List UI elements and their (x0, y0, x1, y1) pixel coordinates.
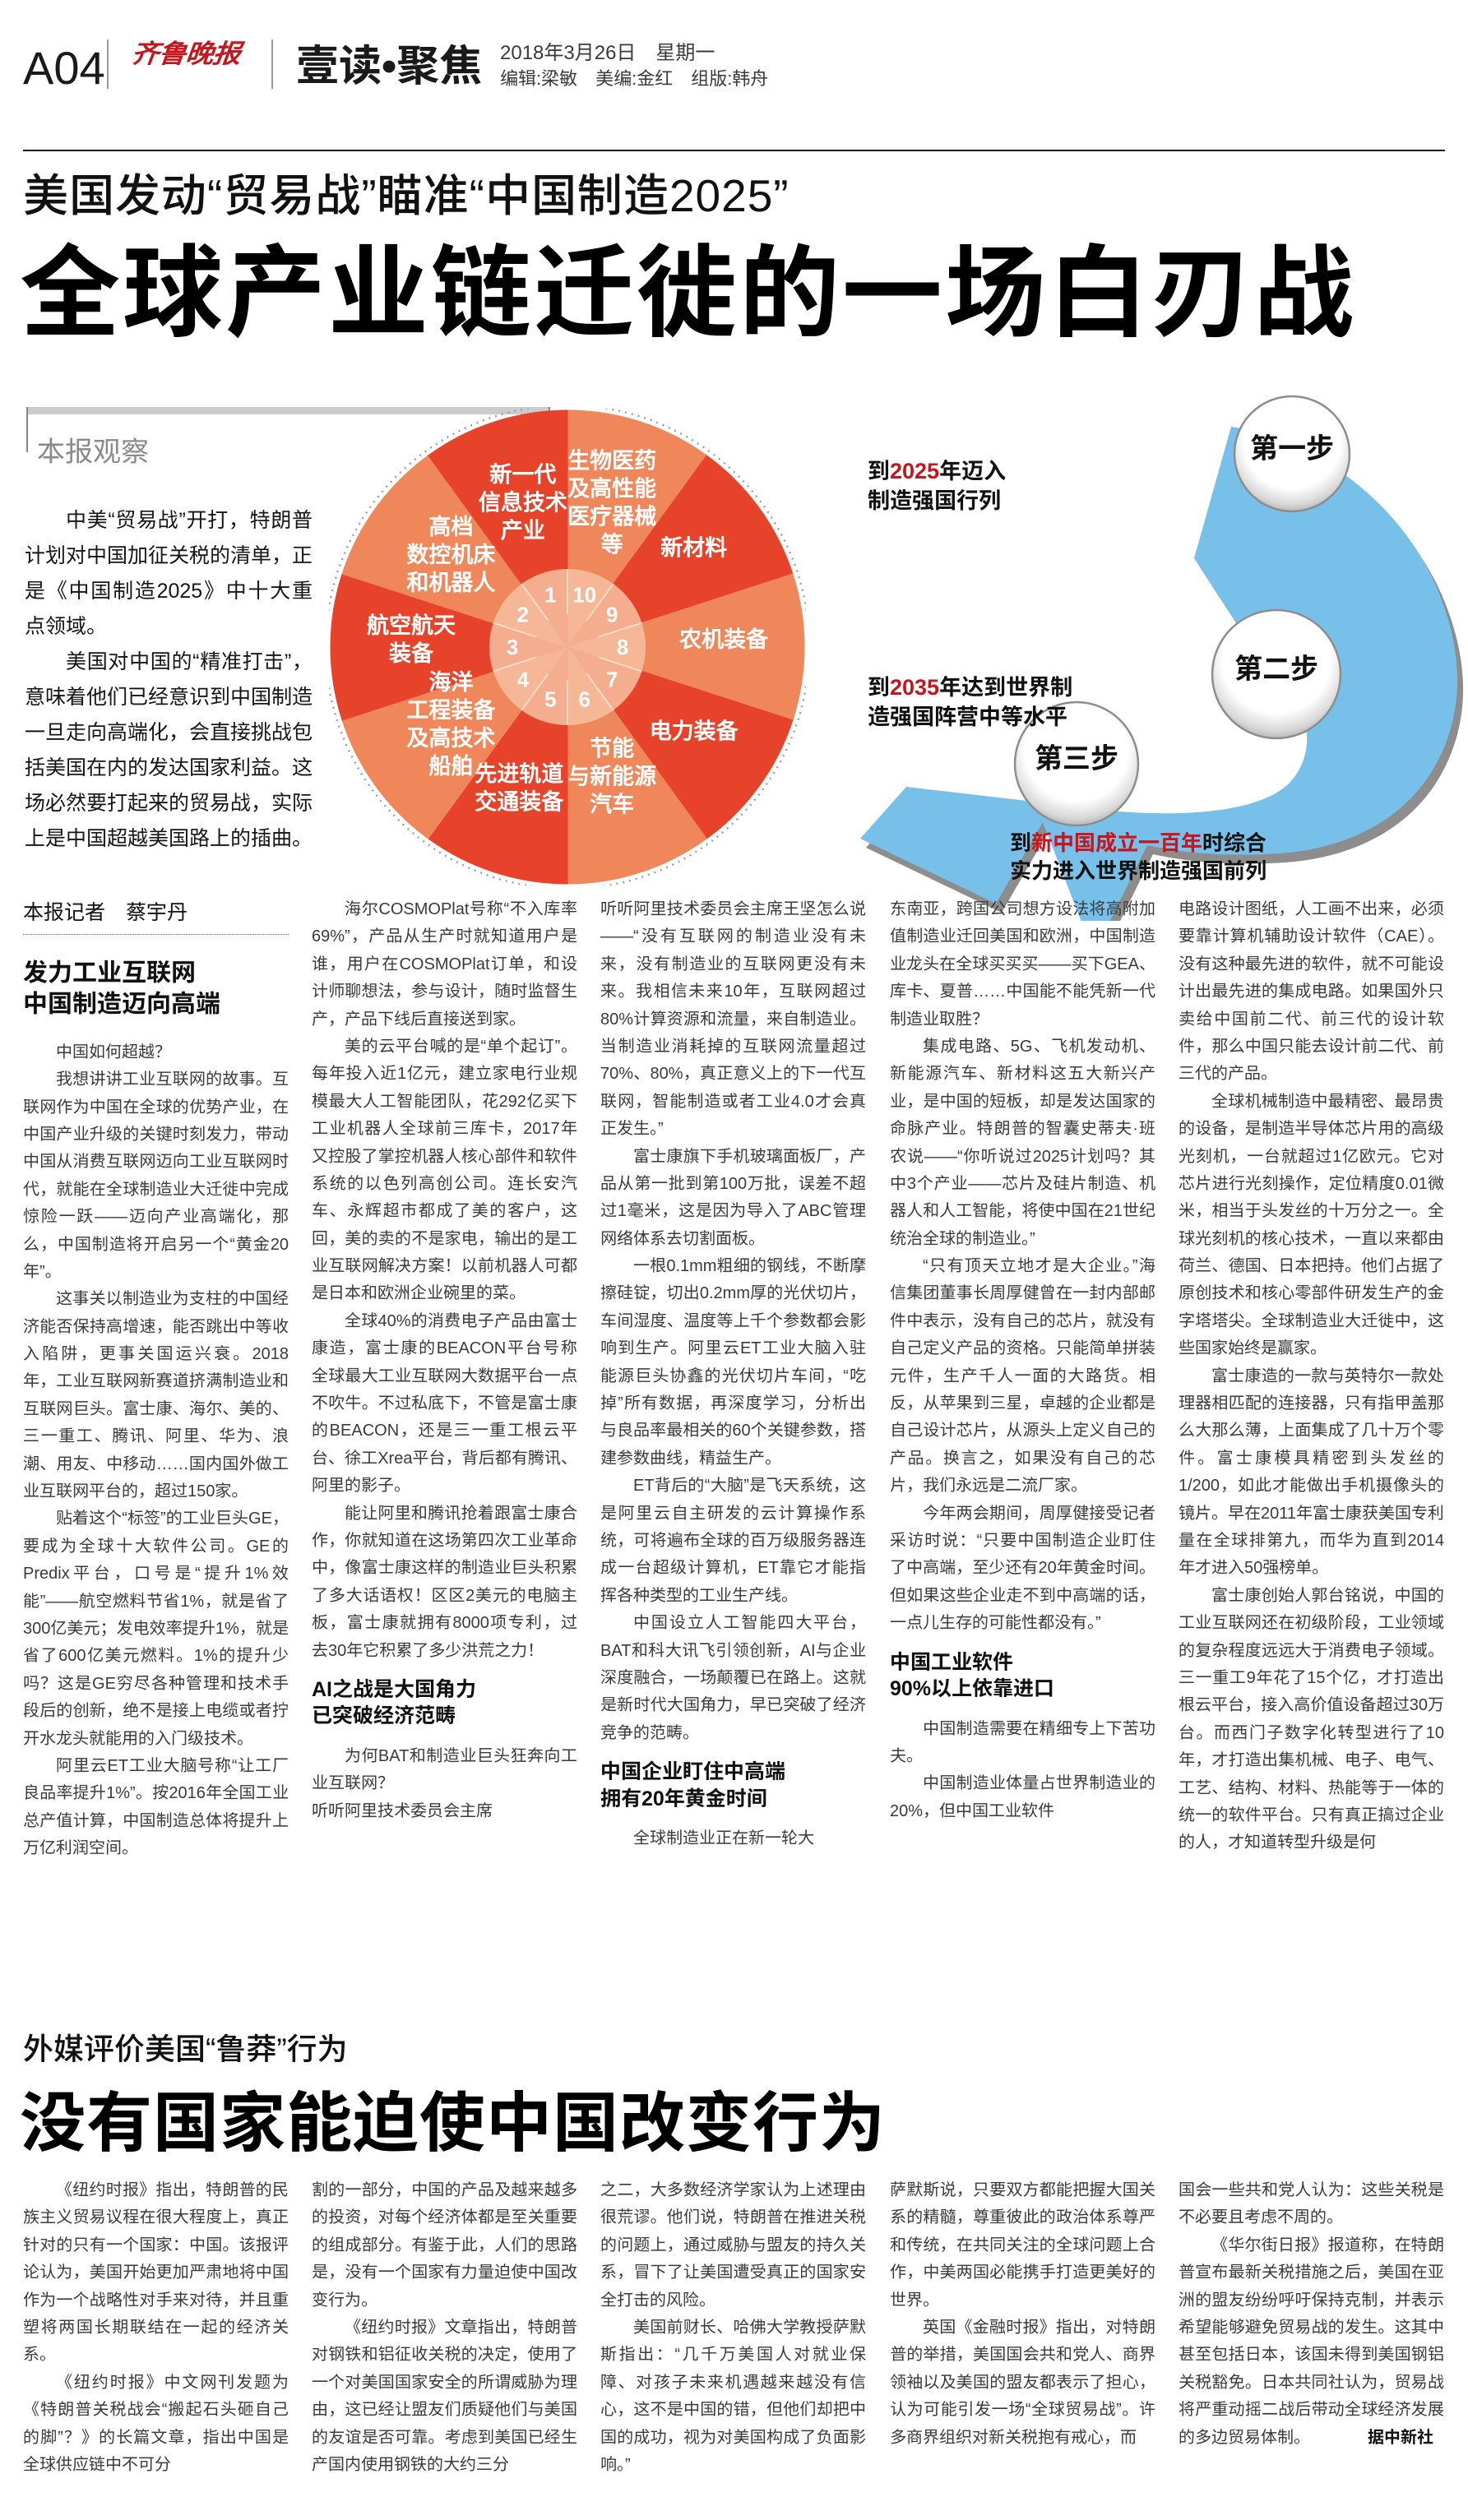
svg-text:7: 7 (606, 667, 618, 691)
svg-text:2: 2 (517, 603, 529, 627)
svg-text:6: 6 (578, 687, 590, 712)
svg-text:5: 5 (544, 687, 556, 712)
svg-text:新材料: 新材料 (660, 534, 727, 560)
svg-text:3: 3 (507, 635, 518, 659)
svg-text:9: 9 (606, 603, 618, 627)
svg-text:10: 10 (572, 582, 596, 607)
svg-text:8: 8 (617, 635, 628, 659)
svg-text:电力装备: 电力装备 (650, 719, 739, 744)
svg-text:1: 1 (544, 582, 556, 607)
svg-text:农机装备: 农机装备 (678, 627, 769, 652)
svg-text:4: 4 (517, 667, 530, 691)
